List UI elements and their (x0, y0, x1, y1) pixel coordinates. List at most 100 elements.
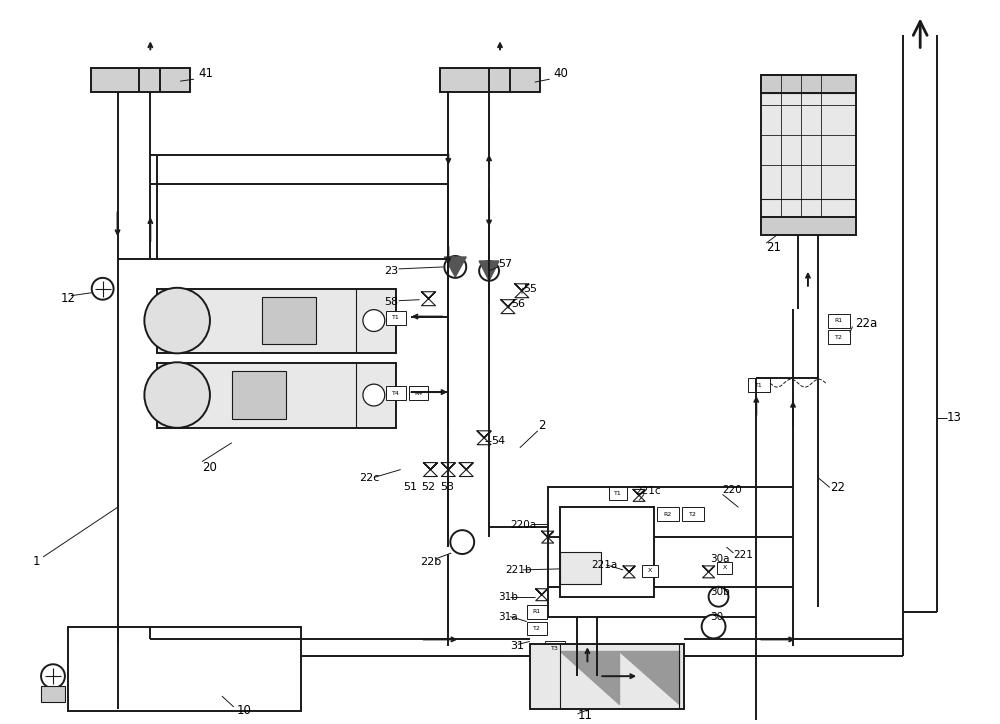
Bar (560, 508, 654, 597)
Text: 57: 57 (498, 259, 512, 269)
Polygon shape (619, 652, 679, 704)
Text: 54: 54 (491, 436, 505, 446)
Bar (91, 68, 190, 92)
Text: T2: T2 (689, 512, 697, 517)
Bar (386, 311, 406, 324)
Bar (386, 386, 406, 400)
Bar (530, 644, 684, 709)
Text: R1: R1 (533, 609, 541, 614)
Polygon shape (560, 652, 619, 704)
Bar (748, 378, 770, 392)
Circle shape (363, 310, 385, 332)
Bar (560, 552, 601, 584)
Bar (609, 487, 627, 500)
Bar (761, 217, 856, 235)
Text: 21: 21 (766, 240, 781, 253)
Polygon shape (633, 489, 645, 495)
Bar (440, 68, 540, 92)
Polygon shape (444, 257, 466, 277)
Circle shape (479, 261, 499, 281)
Polygon shape (479, 261, 499, 281)
Circle shape (41, 664, 65, 688)
Text: T3: T3 (551, 646, 559, 651)
Text: 12: 12 (61, 292, 76, 306)
Polygon shape (424, 463, 437, 470)
Text: T1: T1 (392, 315, 400, 320)
Text: 31: 31 (510, 641, 524, 652)
Text: 22c: 22c (359, 473, 379, 482)
Polygon shape (542, 531, 554, 537)
Bar (545, 641, 565, 655)
Text: 58: 58 (384, 297, 398, 307)
Polygon shape (536, 589, 548, 594)
Text: 2: 2 (538, 419, 545, 432)
Bar (232, 371, 286, 419)
Text: 30b: 30b (711, 586, 730, 597)
Text: T1: T1 (755, 382, 763, 387)
Bar (41, 686, 65, 702)
Text: T2: T2 (533, 626, 541, 631)
Bar (262, 297, 316, 345)
Text: 51: 51 (404, 482, 418, 492)
Polygon shape (501, 300, 515, 307)
Text: R2: R2 (664, 512, 672, 517)
Text: 1: 1 (33, 555, 41, 568)
Bar (642, 565, 658, 577)
Text: R4: R4 (414, 390, 423, 395)
Polygon shape (515, 284, 529, 291)
Circle shape (363, 384, 385, 406)
Text: X: X (648, 568, 652, 573)
Text: 11: 11 (577, 710, 592, 723)
Polygon shape (422, 292, 435, 299)
Text: 31a: 31a (498, 612, 518, 622)
Bar (761, 75, 856, 93)
Text: 52: 52 (422, 482, 436, 492)
Bar (548, 487, 756, 617)
Text: R1: R1 (835, 318, 843, 323)
Bar (527, 605, 547, 618)
Text: 23: 23 (384, 266, 398, 276)
Text: 22b: 22b (421, 557, 442, 567)
Circle shape (144, 287, 210, 353)
Bar (682, 508, 704, 521)
Circle shape (709, 586, 728, 607)
Circle shape (92, 278, 114, 300)
Text: 56: 56 (511, 299, 525, 308)
Polygon shape (459, 463, 473, 470)
Text: 30: 30 (711, 612, 724, 622)
Polygon shape (623, 566, 635, 572)
Polygon shape (441, 463, 455, 470)
Bar (717, 562, 732, 574)
Polygon shape (477, 431, 491, 438)
Bar (527, 621, 547, 636)
Text: 20: 20 (202, 461, 217, 474)
Bar (157, 289, 396, 353)
Text: 30a: 30a (711, 554, 730, 564)
Text: 22a: 22a (856, 317, 878, 330)
Circle shape (702, 615, 725, 639)
Circle shape (444, 256, 466, 278)
Text: 13: 13 (947, 411, 962, 424)
Text: 220: 220 (723, 485, 742, 495)
Text: 40: 40 (554, 67, 569, 80)
Text: 220a: 220a (510, 520, 536, 530)
Circle shape (450, 530, 474, 554)
Text: 31b: 31b (498, 592, 518, 602)
Bar (761, 75, 856, 230)
Text: T4: T4 (392, 390, 400, 395)
Text: 22: 22 (830, 481, 845, 494)
Text: 221c: 221c (635, 487, 661, 497)
Bar (828, 330, 850, 345)
Text: T1: T1 (614, 492, 622, 497)
Text: 10: 10 (237, 704, 252, 717)
Text: 221a: 221a (591, 560, 618, 570)
Text: 53: 53 (440, 482, 454, 492)
Circle shape (144, 362, 210, 428)
Bar (828, 313, 850, 327)
Text: 41: 41 (198, 67, 213, 80)
Bar (657, 508, 679, 521)
Text: X: X (722, 565, 727, 571)
Text: T2: T2 (835, 335, 843, 340)
Text: 55: 55 (523, 284, 537, 294)
Bar (409, 386, 428, 400)
